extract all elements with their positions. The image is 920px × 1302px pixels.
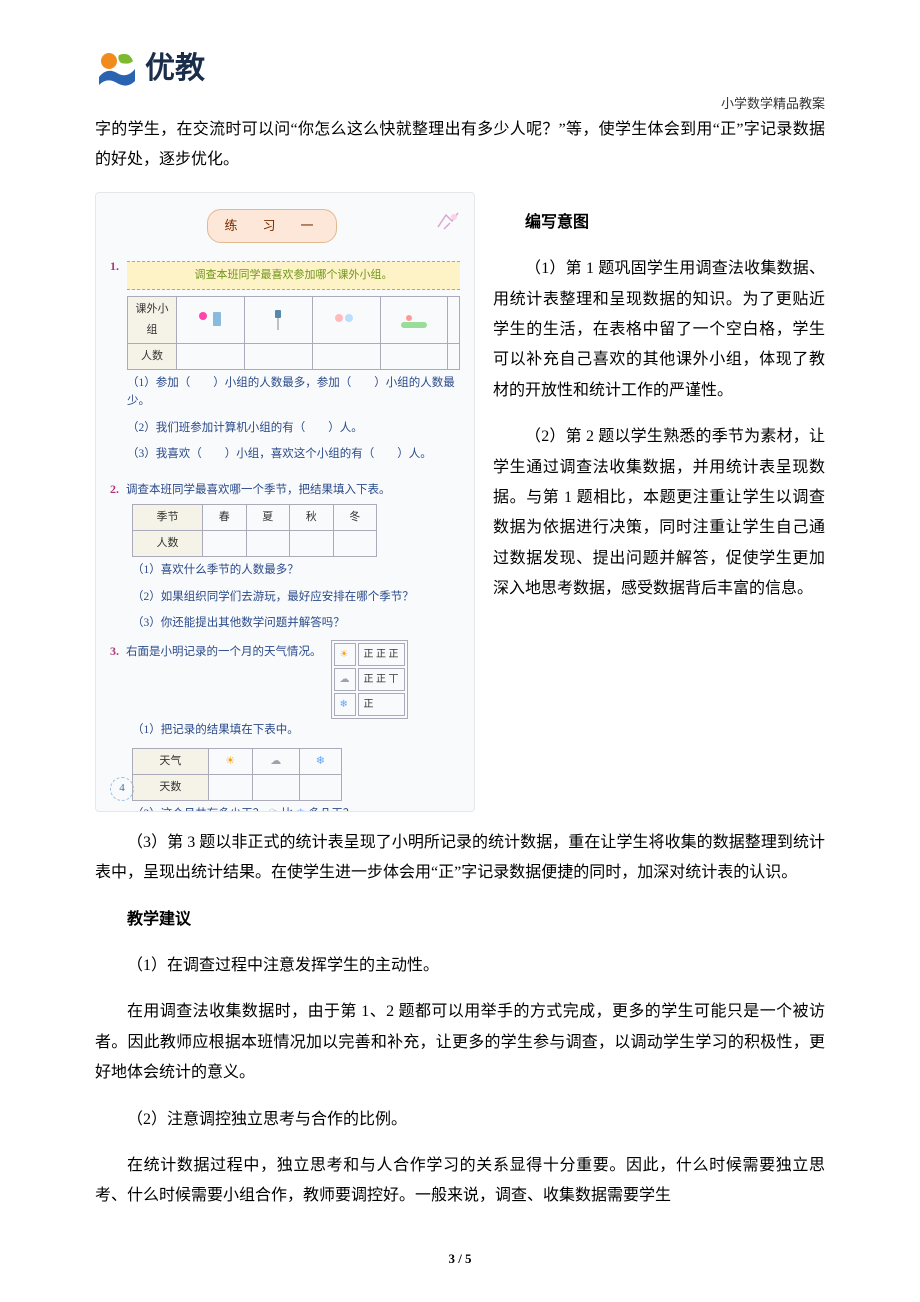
q3-title-b: （1）把记录的结果填在下表中。 — [132, 721, 460, 739]
two-column-section: 练 习 一 1. 调查本班同学最喜欢参加哪个课外小组。 课外小组 人数 — [95, 192, 825, 812]
page-footer: 3 / 5 — [0, 1247, 920, 1272]
q3-tally-table: ☀正 正 正 ☁正 正 丅 ❄正 — [331, 640, 408, 719]
intent-p1: （1）第 1 题巩固学生用调查法收集数据、用统计表整理和呈现数据的知识。为了更贴… — [493, 254, 825, 406]
logo-text: 优教 — [145, 40, 205, 97]
teaching-p1: （1）在调查过程中注意发挥学生的主动性。 — [95, 951, 825, 981]
logo: 优教 — [95, 40, 825, 97]
q1-table: 课外小组 人数 — [127, 296, 460, 370]
intent-p2: （2）第 2 题以学生熟悉的季节为素材，让学生通过调查法收集数据，并用统计表呈现… — [493, 422, 825, 604]
cloud-icon: ☁ — [267, 808, 279, 812]
textbook-page-image: 练 习 一 1. 调查本班同学最喜欢参加哪个课外小组。 课外小组 人数 — [95, 192, 475, 812]
activity-icon-2 — [261, 308, 295, 332]
q2-number: 2. — [110, 482, 119, 496]
q1-sub3: （3）我喜欢（ ）小组，喜欢这个小组的有（ ）人。 — [127, 445, 460, 463]
q3-title-a: 右面是小明记录的一个月的天气情况。 — [126, 646, 322, 658]
exercise-banner: 练 习 一 — [207, 209, 336, 244]
header-subject: 小学数学精品教案 — [721, 92, 825, 117]
activity-icon-1 — [193, 308, 227, 332]
cloud-icon: ☁ — [340, 674, 350, 685]
section-heading-intent: 编写意图 — [493, 208, 825, 238]
snow-icon: ❄ — [316, 755, 325, 767]
q1-sub1: （1）参加（ ）小组的人数最多，参加（ ）小组的人数最少。 — [127, 374, 460, 411]
q2-sub1: （1）喜欢什么季节的人数最多？ — [132, 561, 460, 579]
q1-sub2: （2）我们班参加计算机小组的有（ ）人。 — [127, 419, 460, 437]
q1-ribbon: 调查本班同学最喜欢参加哪个课外小组。 — [127, 261, 460, 290]
q2-sub3: （3）你还能提出其他数学问题并解答吗？ — [132, 614, 460, 632]
cloud-icon: ☁ — [270, 755, 281, 767]
q3-number: 3. — [110, 644, 119, 658]
teaching-heading: 教学建议 — [95, 905, 825, 935]
q1-rowlabel-1: 人数 — [128, 344, 177, 370]
q2-table: 季节 春 夏 秋 冬 人数 — [132, 504, 377, 557]
q2-sub2: （2）如果组织同学们去游玩，最好应安排在哪个季节？ — [132, 588, 460, 606]
sun-icon: ☀ — [340, 649, 349, 660]
activity-icon-3 — [329, 308, 363, 332]
teaching-p4: 在统计数据过程中，独立思考和与人合作学习的关系显得十分重要。因此，什么时候需要独… — [95, 1151, 825, 1212]
intent-p3: （3）第 3 题以非正式的统计表呈现了小明所记录的统计数据，重在让学生将收集的数… — [95, 828, 825, 889]
q2-title: 调查本班同学最喜欢哪一个季节，把结果填入下表。 — [126, 484, 391, 496]
textbook-page-number: 4 — [110, 777, 134, 801]
q3-table: 天气 ☀ ☁ ❄ 天数 — [132, 748, 342, 801]
activity-icon-4 — [397, 308, 431, 332]
teaching-p3: （2）注意调控独立思考与合作的比例。 — [95, 1105, 825, 1135]
q1-rowlabel-0: 课外小组 — [128, 297, 177, 344]
sun-icon: ☀ — [225, 755, 235, 767]
q3-sub2: （2）这个月共有多少天？ ☁ 比 ❄ 多几天？ — [132, 805, 460, 812]
intro-paragraph: 字的学生，在交流时可以问“你怎么这么快就整理出有多少人呢？”等，使学生体会到用“… — [95, 115, 825, 176]
fairy-icon — [434, 209, 460, 235]
right-column: 编写意图 （1）第 1 题巩固学生用调查法收集数据、用统计表整理和呈现数据的知识… — [493, 192, 825, 812]
snow-icon: ❄ — [340, 699, 348, 710]
q1-number: 1. — [110, 255, 119, 278]
snow-icon: ❄ — [296, 808, 306, 812]
logo-mark-icon — [95, 47, 139, 91]
teaching-p2: 在用调查法收集数据时，由于第 1、2 题都可以用举手的方式完成，更多的学生可能只… — [95, 997, 825, 1088]
